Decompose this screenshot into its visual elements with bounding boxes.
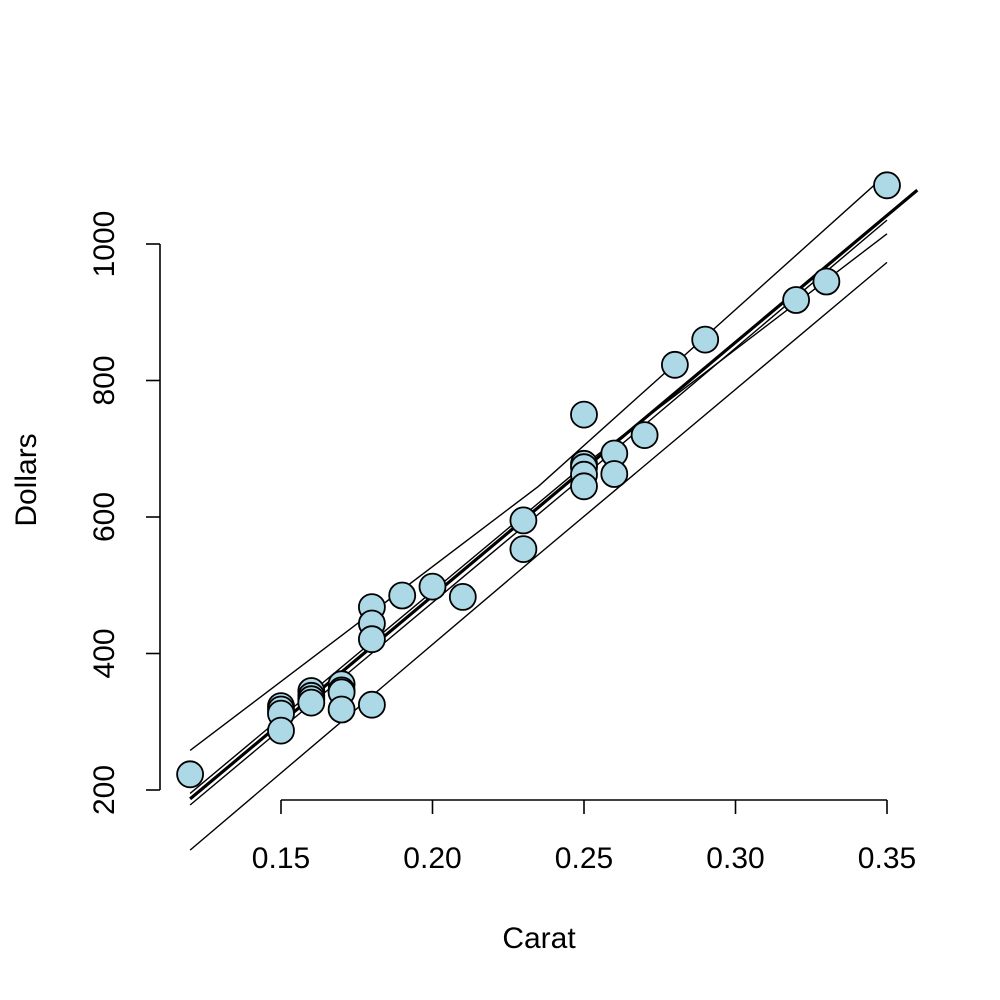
y-tick-label: 600 — [88, 492, 121, 542]
data-points — [176, 171, 901, 789]
x-tick-label: 0.30 — [706, 842, 764, 875]
data-point — [388, 581, 417, 610]
confidence-band-lower — [189, 219, 888, 806]
data-point — [297, 688, 326, 717]
data-point — [357, 625, 386, 654]
data-point — [570, 472, 598, 501]
x-tick-label: 0.20 — [403, 842, 461, 875]
data-point — [691, 325, 720, 354]
y-tick-label: 200 — [88, 765, 121, 815]
y-tick-label: 1000 — [88, 211, 121, 278]
prediction-band-upper — [189, 173, 888, 751]
x-tick-label: 0.15 — [252, 842, 310, 875]
data-point — [357, 690, 386, 719]
data-point — [509, 535, 538, 563]
data-point — [812, 267, 841, 296]
y-tick-label: 800 — [88, 355, 121, 405]
x-tick-label: 0.35 — [858, 842, 916, 875]
regression-bands — [189, 173, 919, 851]
data-point — [176, 760, 205, 789]
x-tick-label: 0.25 — [555, 842, 613, 875]
data-point — [630, 421, 659, 450]
prediction-band-lower — [189, 261, 888, 851]
data-point — [267, 716, 295, 745]
y-tick-label: 400 — [88, 628, 121, 678]
data-point — [327, 695, 356, 724]
data-point — [600, 460, 629, 488]
x-axis-title: Carat — [502, 922, 576, 955]
data-point — [448, 583, 477, 611]
data-point — [782, 286, 810, 314]
data-point — [661, 350, 689, 379]
data-point — [509, 506, 538, 535]
data-point — [570, 400, 598, 429]
data-point — [418, 572, 447, 601]
data-point — [873, 171, 901, 200]
axes: 0.15 0.20 0.25 0.30 0.35 200 400 600 800 1000 — [88, 211, 916, 875]
y-axis-title: Dollars — [10, 433, 43, 526]
